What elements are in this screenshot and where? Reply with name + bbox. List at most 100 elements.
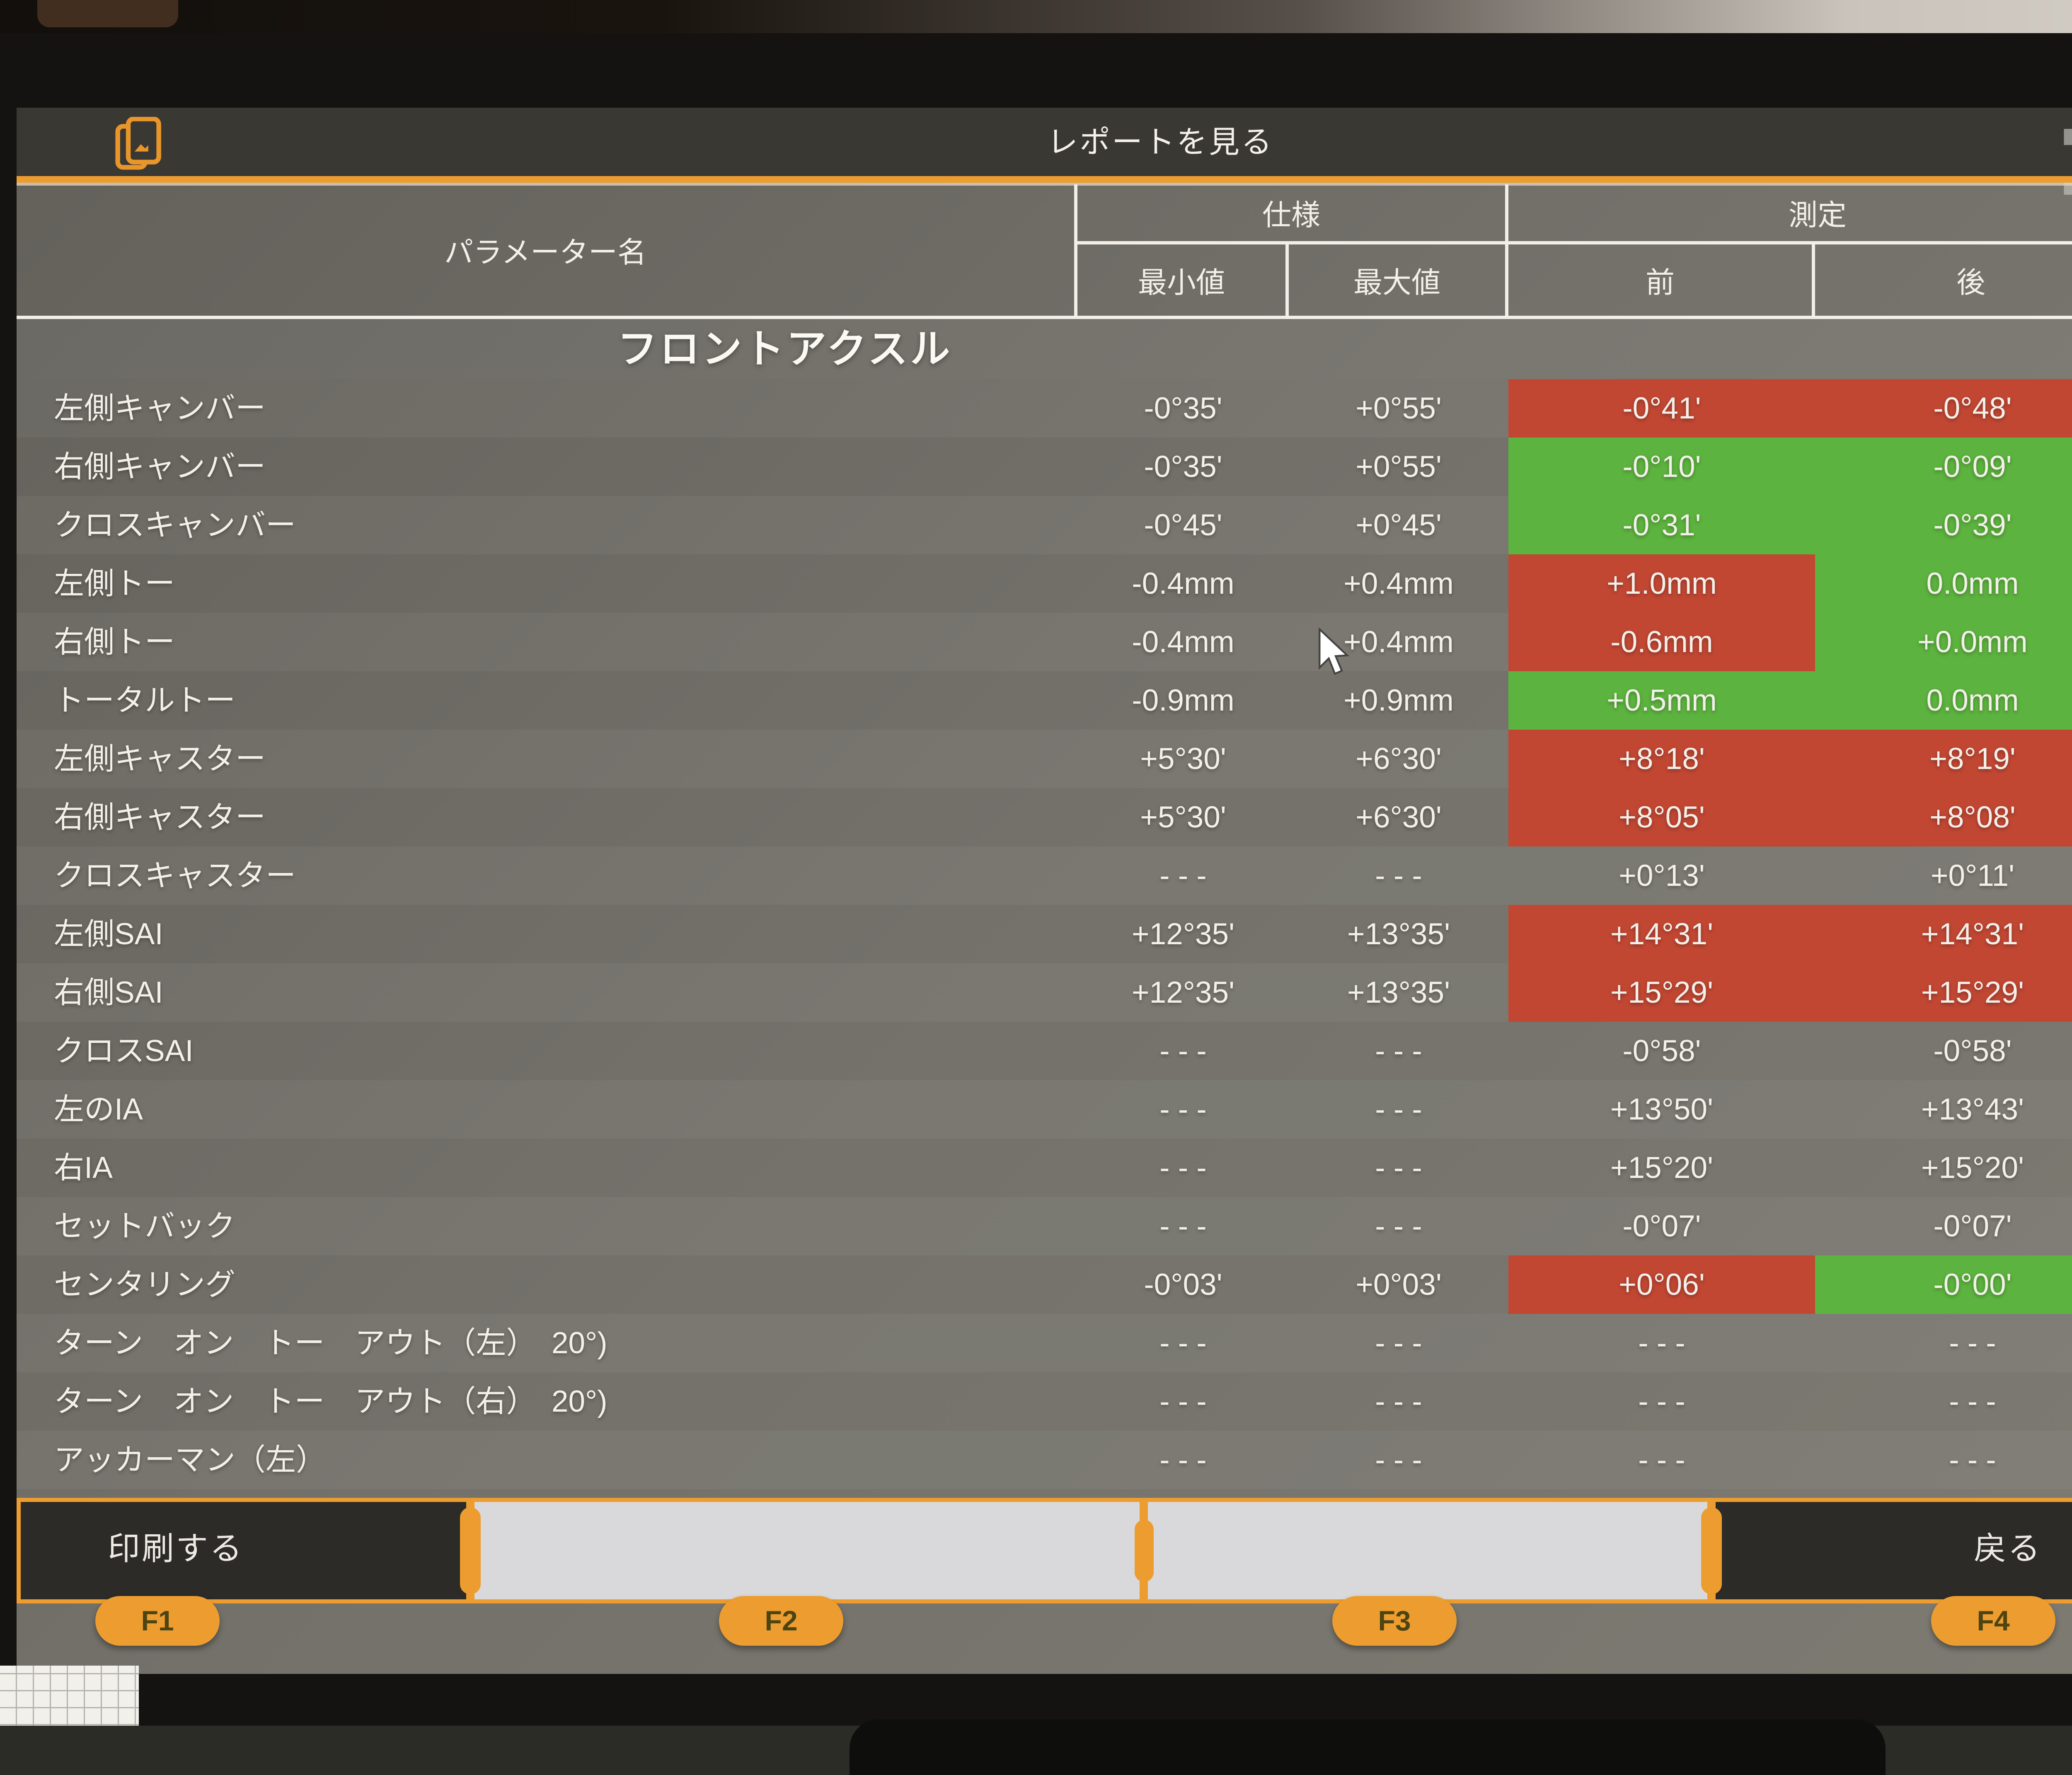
spec-min-cell: -0°03' bbox=[1144, 1268, 1222, 1301]
measure-front-cell: +15°20' bbox=[1610, 1151, 1714, 1185]
spec-min-cell: +12°35' bbox=[1131, 976, 1235, 1009]
print-button[interactable] bbox=[17, 1498, 470, 1603]
table-row: 左側SAI +12°35' +13°35' +14°31' +14°31' bbox=[17, 905, 2072, 963]
f1-key-tab[interactable]: F1 bbox=[95, 1596, 220, 1646]
f4-key-tab[interactable]: F4 bbox=[1931, 1596, 2055, 1646]
accent-divider-shadow bbox=[17, 183, 2072, 186]
measure-rear-cell: -0°09' bbox=[1815, 438, 2072, 496]
table-row: アッカーマン（左） - - - - - - - - - - - - bbox=[17, 1431, 2072, 1489]
table-row: 右側キャンバー -0°35' +0°55' -0°10' -0°09' bbox=[17, 438, 2072, 496]
measure-front-cell: -0°10' bbox=[1508, 438, 1815, 496]
measure-rear-cell: +13°43' bbox=[1921, 1093, 2024, 1126]
spec-min-cell: - - - bbox=[1159, 1443, 1207, 1477]
param-name-cell: 左のIA bbox=[54, 1093, 143, 1126]
measure-rear-cell: - - - bbox=[1949, 1326, 1996, 1360]
measure-front-cell: +13°50' bbox=[1610, 1093, 1714, 1126]
f3-key-tab[interactable]: F3 bbox=[1332, 1596, 1457, 1646]
room-background bbox=[0, 0, 2072, 33]
spec-min-cell: - - - bbox=[1159, 1034, 1207, 1068]
column-header-rear: 後 bbox=[1815, 244, 2072, 319]
measure-front-cell: -0°58' bbox=[1622, 1034, 1701, 1068]
measure-front-cell: -0.6mm bbox=[1508, 613, 1815, 671]
measure-rear-cell: - - - bbox=[1949, 1385, 1996, 1418]
param-name-cell: 右側SAI bbox=[54, 976, 163, 1009]
spec-min-cell: +5°30' bbox=[1140, 800, 1226, 834]
spec-max-cell: - - - bbox=[1375, 1151, 1422, 1185]
measure-front-cell: +14°31' bbox=[1508, 905, 1815, 963]
measure-rear-cell: - - - bbox=[1949, 1443, 1996, 1477]
table-row: ターン オン トー アウト（左） 20°) - - - - - - - - - … bbox=[17, 1314, 2072, 1372]
measure-rear-cell: +0°11' bbox=[1930, 859, 2015, 892]
spec-min-cell: - - - bbox=[1159, 1209, 1207, 1243]
spec-min-cell: -0°35' bbox=[1144, 392, 1222, 425]
param-name-cell: 左側SAI bbox=[54, 917, 163, 951]
param-name-cell: 左側キャスター bbox=[54, 742, 266, 776]
footer-connector bbox=[1701, 1507, 1722, 1594]
param-name-cell: アッカーマン（左） bbox=[54, 1443, 326, 1477]
footer-blank-panel-f2[interactable] bbox=[470, 1498, 1144, 1603]
spec-max-cell: +6°30' bbox=[1356, 800, 1442, 834]
param-name-cell: ターン オン トー アウト（左） 20°) bbox=[54, 1326, 608, 1360]
measure-rear-cell: -0°58' bbox=[1933, 1034, 2012, 1068]
measure-rear-cell: -0°07' bbox=[1933, 1209, 2012, 1243]
spec-max-cell: - - - bbox=[1375, 1209, 1422, 1243]
accent-divider bbox=[17, 176, 2072, 183]
table-row: 右IA - - - - - - +15°20' +15°20' bbox=[17, 1139, 2072, 1197]
spec-max-cell: - - - bbox=[1375, 1443, 1422, 1477]
measure-rear-cell: -0°39' bbox=[1815, 496, 2072, 554]
measure-front-cell: -0°07' bbox=[1622, 1209, 1701, 1243]
spec-max-cell: +0.4mm bbox=[1343, 567, 1454, 600]
spec-min-cell: -0°45' bbox=[1144, 508, 1222, 542]
table-row: 左側キャスター +5°30' +6°30' +8°18' +8°19' bbox=[17, 730, 2072, 788]
table-row: 右側SAI +12°35' +13°35' +15°29' +15°29' bbox=[17, 963, 2072, 1022]
param-name-cell: 右側キャスター bbox=[54, 800, 266, 834]
param-name-cell: 右IA bbox=[54, 1151, 113, 1185]
table-row: ターン オン トー アウト（右） 20°) - - - - - - - - - … bbox=[17, 1372, 2072, 1431]
footer-connector bbox=[460, 1507, 481, 1594]
table-row: セットバック - - - - - - -0°07' -0°07' bbox=[17, 1197, 2072, 1255]
table-row: クロスキャンバー -0°45' +0°45' -0°31' -0°39' bbox=[17, 496, 2072, 554]
measure-rear-cell: 0.0mm bbox=[1815, 554, 2072, 613]
spec-max-cell: - - - bbox=[1375, 1093, 1422, 1126]
back-button-label: 戻る bbox=[1973, 1530, 2042, 1567]
table-row: トータルトー -0.9mm +0.9mm +0.5mm 0.0mm bbox=[17, 671, 2072, 730]
spec-max-cell: +0.9mm bbox=[1343, 684, 1454, 717]
param-name-cell: クロスキャスター bbox=[54, 859, 296, 892]
spec-max-cell: +0°45' bbox=[1356, 508, 1442, 542]
print-button-label: 印刷する bbox=[108, 1530, 244, 1567]
measure-rear-cell: -0°00' bbox=[1815, 1255, 2072, 1314]
page-title: レポートを見る bbox=[1047, 125, 1273, 159]
measure-front-cell: +0°06' bbox=[1508, 1255, 1815, 1314]
f2-key-tab[interactable]: F2 bbox=[719, 1596, 843, 1646]
spec-min-cell: - - - bbox=[1159, 1326, 1207, 1360]
measure-front-cell: -0°41' bbox=[1508, 379, 1815, 438]
spec-min-cell: - - - bbox=[1159, 1385, 1207, 1418]
measure-front-cell: - - - bbox=[1638, 1443, 1685, 1477]
param-name-cell: クロスSAI bbox=[54, 1034, 194, 1068]
param-name-cell: 右側キャンバー bbox=[54, 450, 266, 484]
spec-min-cell: -0.9mm bbox=[1132, 684, 1234, 717]
column-header-min: 最小値 bbox=[1077, 244, 1289, 319]
measure-front-cell: +0°13' bbox=[1619, 859, 1705, 892]
table-body: 左側キャンバー -0°35' +0°55' -0°41' -0°48' 右側キャ… bbox=[17, 379, 2072, 1489]
param-name-cell: ターン オン トー アウト（右） 20°) bbox=[54, 1385, 608, 1418]
spec-max-cell: - - - bbox=[1375, 1034, 1422, 1068]
param-name-cell: セットバック bbox=[54, 1209, 235, 1243]
measure-front-cell: +8°05' bbox=[1508, 788, 1815, 846]
spec-min-cell: - - - bbox=[1159, 1151, 1207, 1185]
table-row: クロスSAI - - - - - - -0°58' -0°58' bbox=[17, 1022, 2072, 1080]
measure-front-cell: +0.5mm bbox=[1508, 671, 1815, 730]
report-pages-icon bbox=[115, 117, 161, 170]
spec-max-cell: +13°35' bbox=[1347, 976, 1450, 1009]
footer-blank-panel-f3[interactable] bbox=[1144, 1498, 1711, 1603]
measure-rear-cell: +14°31' bbox=[1815, 905, 2072, 963]
mouse-cursor bbox=[1319, 628, 1350, 675]
spec-min-cell: - - - bbox=[1159, 1093, 1207, 1126]
measure-rear-cell: +0.0mm bbox=[1815, 613, 2072, 671]
measure-front-cell: - - - bbox=[1638, 1385, 1685, 1418]
measure-front-cell: +8°18' bbox=[1508, 730, 1815, 788]
spec-max-cell: - - - bbox=[1375, 859, 1422, 892]
measure-front-cell: -0°31' bbox=[1508, 496, 1815, 554]
column-group-measure: 測定 bbox=[1508, 184, 2072, 244]
